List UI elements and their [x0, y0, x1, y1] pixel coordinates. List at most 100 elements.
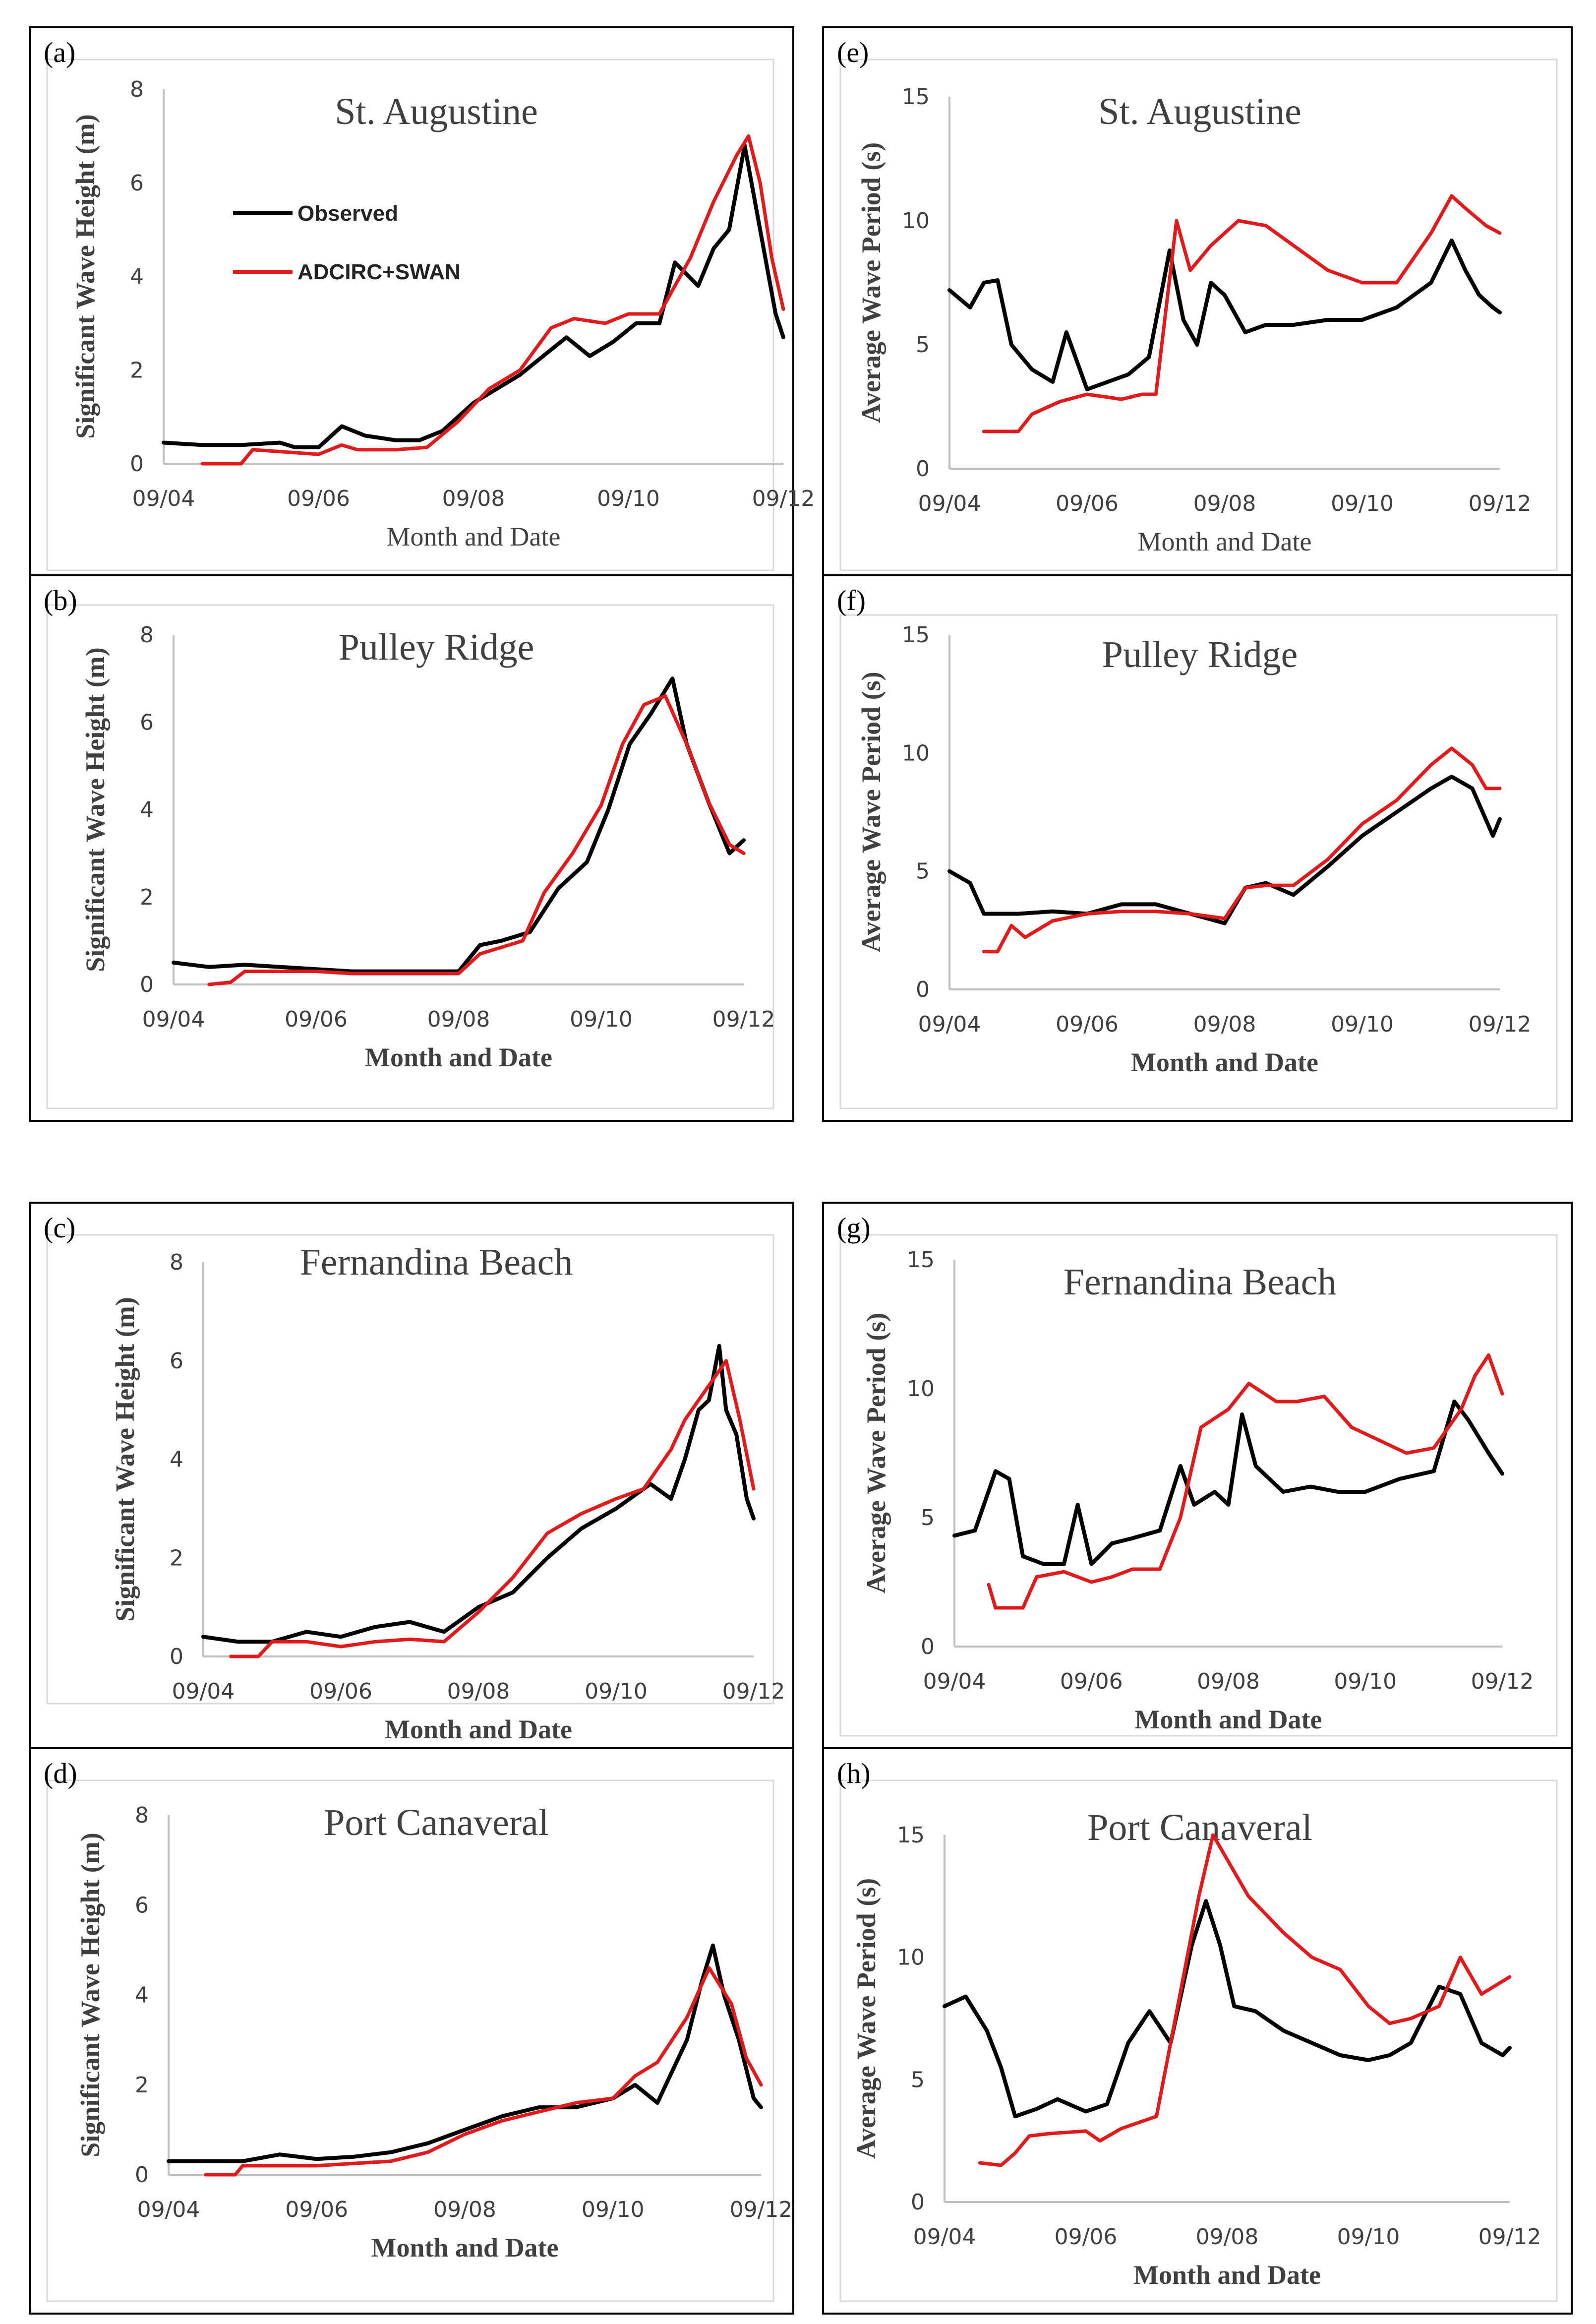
panel-letter: (a) — [44, 36, 75, 68]
y-tick-label: 2 — [135, 2073, 149, 2098]
x-tick-label: 09/06 — [1056, 1012, 1119, 1037]
x-tick-label: 09/04 — [132, 486, 195, 511]
x-tick-label: 09/10 — [1331, 491, 1394, 516]
x-tick-label: 09/04 — [923, 1669, 986, 1694]
series-line-model — [207, 694, 746, 986]
y-tick-label: 5 — [916, 332, 930, 358]
x-tick-label: 09/04 — [918, 491, 981, 516]
x-tick-label: 09/10 — [582, 2197, 645, 2222]
x-axis-label: Month and Date — [365, 1042, 552, 1072]
chart-panel-b: (b) 0 2 4 6 8 09/04 09/06 09/08 09/10 09/12 Pulley … — [29, 574, 794, 1122]
x-tick-label: 09/06 — [1060, 1669, 1123, 1694]
series-line-observed — [167, 1943, 763, 2163]
y-tick-label: 5 — [921, 1505, 935, 1530]
x-tick-label: 09/06 — [1056, 491, 1119, 516]
x-tick-label: 09/08 — [433, 2197, 496, 2222]
y-tick-label: 0 — [916, 977, 930, 1002]
chart-panel-c: (c) 0 2 4 6 8 09/04 09/06 09/08 09/10 09/12 Fernand… — [29, 1202, 794, 1749]
x-tick-label: 09/10 — [570, 1007, 633, 1032]
y-tick-label: 2 — [130, 358, 144, 383]
x-tick-label: 09/08 — [1196, 2224, 1259, 2250]
y-tick-label: 8 — [135, 1803, 149, 1828]
x-axis-label: Month and Date — [1133, 2260, 1321, 2290]
x-tick-label: 09/06 — [285, 1007, 348, 1032]
x-tick-label: 09/06 — [309, 1679, 372, 1704]
legend-label-model: ADCIRC+SWAN — [297, 260, 461, 284]
chart-area-border — [839, 59, 1558, 571]
chart-area-border — [46, 1234, 774, 1705]
x-axis-label: Month and Date — [385, 1714, 572, 1744]
x-axis-label: Month and Date — [1134, 1705, 1322, 1734]
series-line-observed — [201, 1344, 756, 1644]
chart-panel-a: (a) 0 2 4 6 8 09/04 09/06 09/08 09/10 09/12 St. Aug… — [29, 26, 815, 576]
y-tick-label: 10 — [902, 740, 930, 766]
y-tick-label: 8 — [130, 77, 144, 102]
series-line-observed — [172, 676, 746, 974]
x-tick-label: 09/12 — [1469, 491, 1532, 516]
x-tick-label: 09/04 — [137, 2197, 200, 2222]
y-axis-label: Average Wave Period (s) — [856, 142, 886, 423]
x-tick-label: 09/10 — [1337, 2224, 1400, 2250]
panel-frame — [822, 1747, 1573, 2315]
series-line-model — [987, 1353, 1504, 1610]
x-tick-label: 09/06 — [287, 486, 350, 511]
x-tick-label: 09/12 — [712, 1007, 775, 1032]
y-tick-label: 0 — [921, 1634, 935, 1659]
y-tick-label: 6 — [135, 1893, 149, 1918]
panel-letter: (b) — [44, 584, 77, 616]
chart-panel-g: (g) 0 5 10 15 09/04 09/06 09/08 09/10 09/12 Fernan… — [822, 1202, 1573, 1749]
y-tick-label: 15 — [902, 84, 930, 110]
chart-area-border — [46, 604, 774, 1109]
panel-letter: (c) — [44, 1212, 75, 1244]
x-axis-label: Month and Date — [1131, 1047, 1318, 1077]
series-line-observed — [943, 1899, 1512, 2119]
chart-title: Pulley Ridge — [1102, 634, 1298, 675]
y-tick-label: 10 — [907, 1376, 935, 1402]
y-tick-label: 0 — [916, 456, 930, 482]
y-tick-label: 2 — [140, 885, 154, 910]
y-tick-label: 0 — [170, 1644, 183, 1669]
y-axis-label: Average Wave Period (s) — [856, 672, 886, 952]
panel-frame — [29, 574, 794, 1122]
x-tick-label: 09/04 — [142, 1007, 205, 1032]
series-line-model — [204, 1966, 763, 2177]
x-tick-label: 09/06 — [285, 2197, 348, 2222]
y-tick-label: 4 — [170, 1447, 183, 1472]
x-tick-label: 09/04 — [913, 2224, 976, 2250]
x-tick-label: 09/10 — [585, 1679, 648, 1704]
series-line-observed — [947, 239, 1502, 391]
panel-letter: (e) — [837, 36, 869, 68]
chart-title: Port Canaveral — [324, 1802, 549, 1843]
chart-title: Port Canaveral — [1087, 1807, 1312, 1848]
chart-panel-d: (d) 0 2 4 6 8 09/04 09/06 09/08 09/10 09/12 Port Ca… — [29, 1747, 794, 2315]
y-tick-label: 0 — [140, 972, 154, 997]
y-tick-label: 15 — [902, 622, 930, 648]
y-axis-label: Significant Wave Height (m) — [70, 114, 100, 439]
x-tick-label: 09/04 — [172, 1679, 235, 1704]
x-tick-label: 09/08 — [1197, 1669, 1260, 1694]
series-line-observed — [947, 775, 1502, 925]
x-tick-label: 09/08 — [442, 486, 505, 511]
series-line-model — [978, 1833, 1512, 2167]
chart-title: St. Augustine — [1098, 91, 1301, 132]
y-axis-label: Significant Wave Height (m) — [80, 647, 110, 972]
x-axis-label: Month and Date — [1138, 527, 1312, 556]
x-tick-label: 09/06 — [1055, 2224, 1118, 2250]
y-tick-label: 6 — [140, 710, 154, 735]
y-tick-label: 0 — [911, 2190, 925, 2215]
y-tick-label: 8 — [140, 622, 154, 648]
y-tick-label: 10 — [897, 1945, 925, 1970]
y-tick-label: 6 — [170, 1348, 183, 1374]
panel-letter: (g) — [837, 1212, 871, 1244]
chart-title: St. Augustine — [335, 91, 538, 132]
x-axis-label: Month and Date — [371, 2233, 558, 2263]
chart-title: Pulley Ridge — [339, 626, 534, 668]
chart-title: Fernandina Beach — [1064, 1261, 1337, 1303]
chart-area-border — [839, 1779, 1558, 2302]
panel-letter: (h) — [837, 1757, 871, 1789]
x-axis-label: Month and Date — [387, 522, 561, 551]
x-tick-label: 09/10 — [597, 486, 660, 511]
chart-area-border — [46, 59, 774, 571]
